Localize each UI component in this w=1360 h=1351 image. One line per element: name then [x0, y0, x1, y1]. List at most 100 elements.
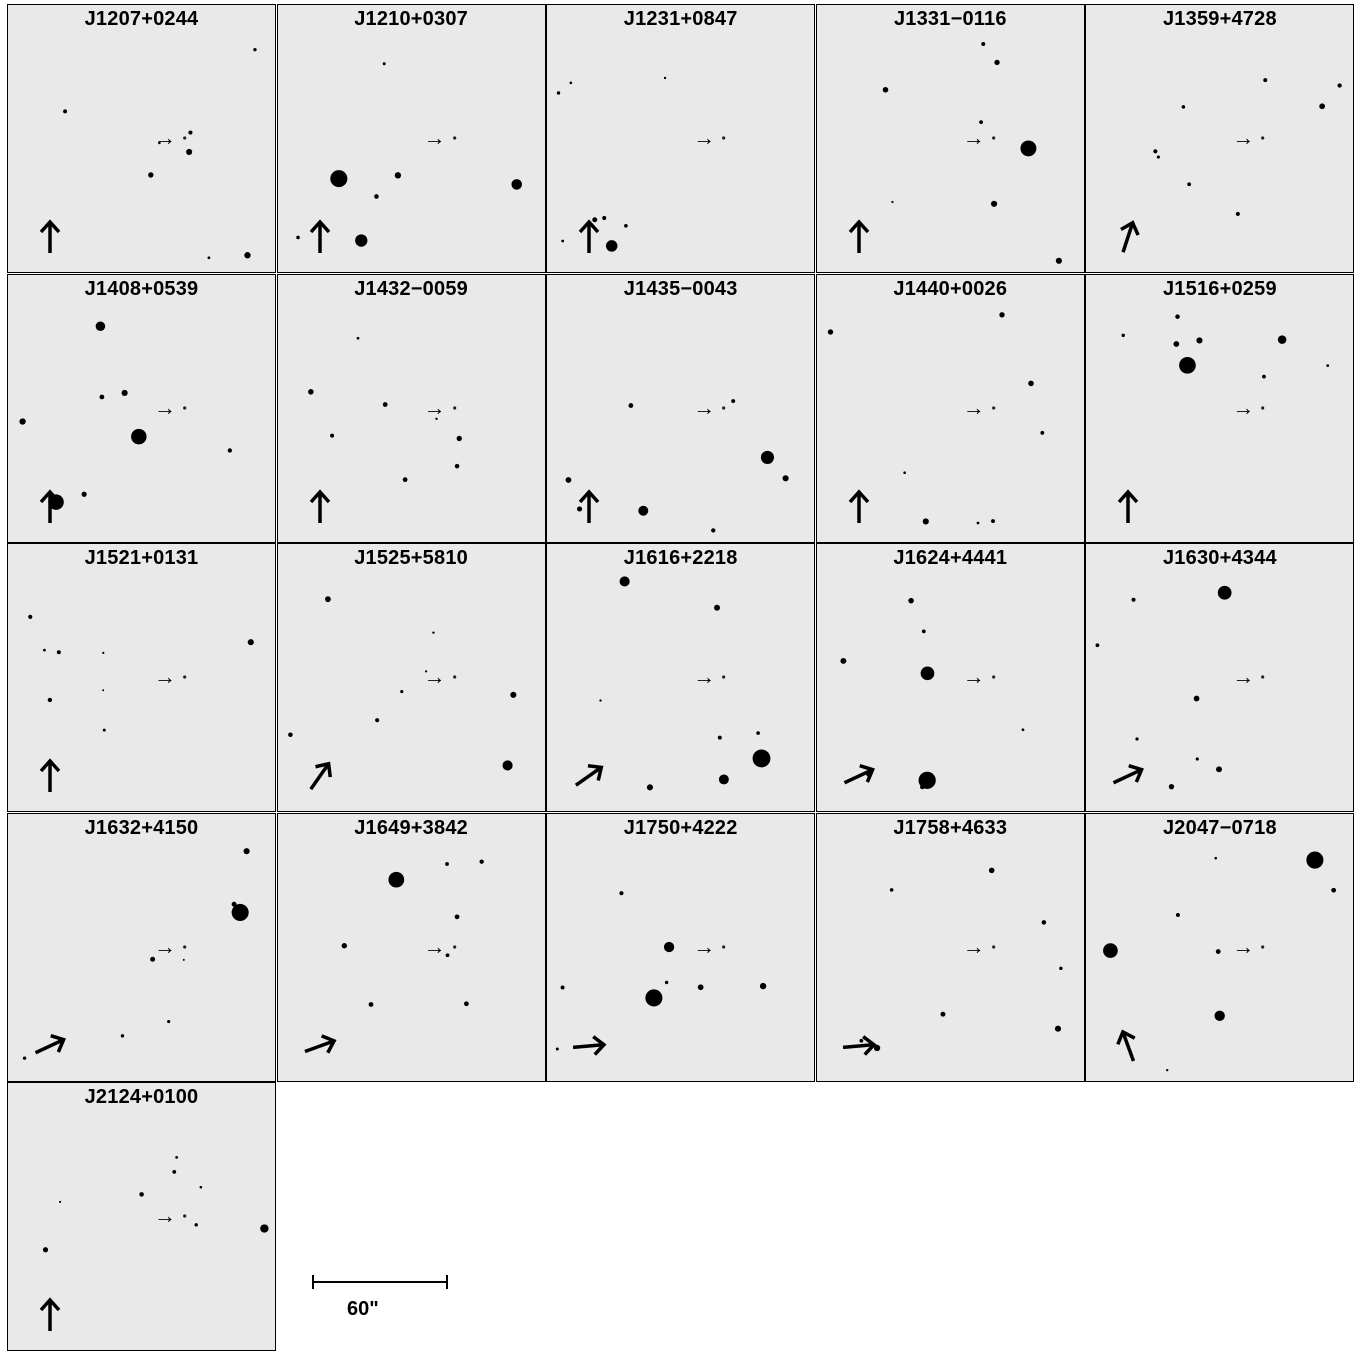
star: [664, 941, 675, 952]
target-pointer-icon: →: [1232, 664, 1255, 690]
target-pointer-icon: →: [693, 664, 716, 690]
star: [628, 402, 634, 408]
target-pointer-icon: →: [962, 125, 985, 150]
star: [341, 942, 347, 949]
target-object: [452, 945, 456, 949]
star: [994, 59, 1000, 66]
north-arrow-icon: [303, 1034, 337, 1054]
star: [445, 953, 450, 957]
panel-title: J1750+4222: [623, 816, 738, 839]
finding-chart-panel: J1440+0026 →: [815, 273, 1085, 543]
star: [131, 428, 147, 444]
panel-title: J1521+0131: [84, 547, 199, 570]
star: [1028, 380, 1034, 386]
star: [295, 235, 300, 240]
north-arrow-icon: [848, 219, 870, 253]
star: [1021, 728, 1025, 732]
star: [81, 491, 87, 497]
star: [920, 666, 935, 681]
panel-title: J1231+0847: [623, 8, 738, 30]
star: [1055, 257, 1062, 264]
star: [1058, 966, 1063, 970]
star: [1187, 182, 1192, 187]
target-pointer-icon: →: [154, 394, 176, 420]
star: [194, 1223, 198, 1227]
finding-chart-panel: J1207+0244 →: [7, 4, 276, 273]
star: [511, 179, 522, 190]
target-object: [991, 136, 996, 140]
star: [431, 631, 435, 635]
star: [981, 42, 986, 46]
star: [752, 749, 771, 768]
star: [827, 328, 833, 335]
finding-chart-grid: J1207+0244 → J1210+0307 → J1231+0847 → J1331−0…: [7, 4, 1355, 1351]
star: [479, 859, 484, 864]
star: [859, 1038, 864, 1043]
star: [1214, 856, 1218, 860]
star: [43, 648, 46, 652]
star: [374, 718, 379, 723]
star: [382, 401, 388, 407]
star: [624, 224, 628, 228]
star: [1131, 597, 1136, 602]
star: [247, 639, 254, 646]
star: [908, 598, 914, 604]
star: [557, 91, 561, 95]
star: [368, 1001, 373, 1007]
north-arrow-icon: [573, 1034, 607, 1056]
sky-image: [277, 5, 545, 272]
sky-image: [547, 5, 815, 272]
star: [1054, 1025, 1061, 1032]
panel-title: J1516+0259: [1162, 277, 1277, 300]
panel-title: J1624+4441: [893, 547, 1008, 570]
star: [22, 1056, 27, 1060]
finding-chart-panel: J1630+4344 →: [1085, 543, 1355, 813]
north-arrow-icon: [39, 219, 61, 253]
star: [619, 576, 630, 587]
star: [227, 447, 233, 453]
star: [664, 76, 667, 80]
star: [463, 1001, 469, 1006]
finding-chart-panel: J1750+4222 →: [546, 812, 816, 1082]
north-arrow-icon: [843, 764, 875, 785]
target-object: [452, 675, 456, 679]
star: [714, 604, 721, 611]
north-arrow-icon: [39, 758, 61, 793]
star: [647, 784, 654, 791]
finding-chart-panel: J1516+0259 →: [1085, 273, 1355, 543]
star: [1176, 912, 1181, 917]
target-pointer-icon: →: [962, 933, 985, 959]
star: [731, 398, 736, 403]
panel-title: J1632+4150: [84, 816, 199, 839]
star: [1040, 430, 1044, 435]
finding-chart-panel: J1616+2218 →: [546, 543, 816, 813]
sky-image: [547, 813, 815, 1081]
star: [1103, 943, 1119, 958]
star: [139, 1192, 144, 1198]
star: [921, 629, 926, 634]
target-pointer-icon: →: [1232, 394, 1255, 420]
target-object: [722, 945, 726, 949]
star: [354, 234, 368, 247]
star: [244, 252, 251, 259]
star: [188, 130, 193, 135]
finding-chart-panel: J1231+0847 →: [546, 4, 816, 273]
sky-image: [816, 5, 1084, 272]
star: [95, 321, 106, 331]
star: [1218, 586, 1232, 600]
star: [592, 217, 598, 223]
panel-title: J1359+4728: [1162, 8, 1277, 30]
star: [47, 697, 53, 703]
target-pointer-icon: →: [423, 125, 446, 150]
star: [1214, 1010, 1226, 1021]
star: [599, 699, 602, 702]
finding-chart-panel: J1408+0539 →: [7, 273, 276, 543]
star: [167, 1019, 171, 1023]
star: [502, 760, 513, 771]
sky-image: [816, 813, 1084, 1081]
target-pointer-icon: →: [1232, 933, 1255, 959]
star: [260, 1224, 269, 1234]
north-arrow-icon: [39, 488, 61, 523]
star: [243, 847, 250, 855]
star: [889, 887, 894, 892]
